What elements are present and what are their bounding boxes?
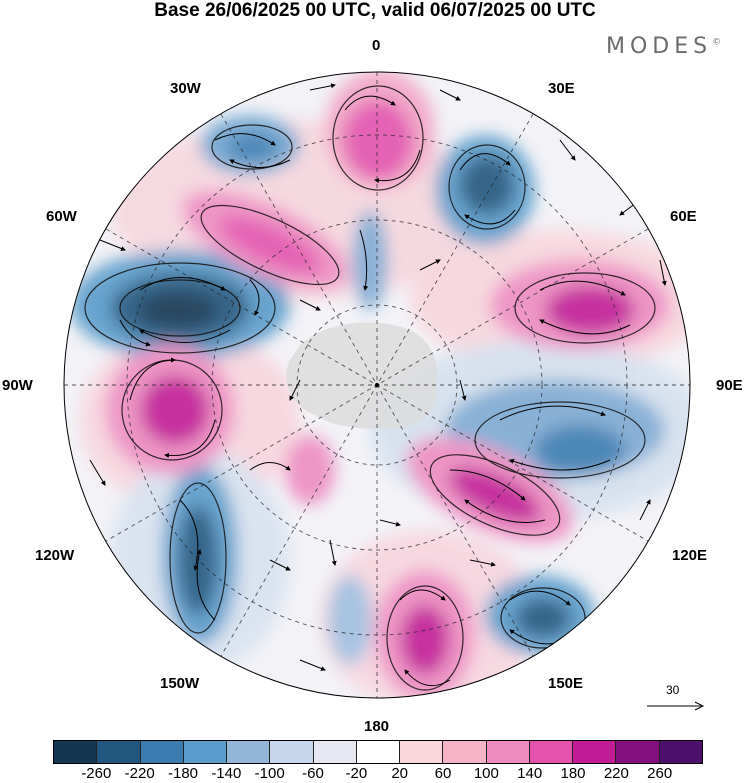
lon-label-90e: 90E xyxy=(716,377,743,394)
colorbar-swatch xyxy=(616,741,660,763)
colorbar xyxy=(53,740,703,764)
colorbar-swatch xyxy=(356,741,401,763)
colorbar-tick-label: 20 xyxy=(391,765,408,782)
colorbar-swatch xyxy=(313,741,357,763)
colorbar-swatch xyxy=(400,741,444,763)
colorbar-swatch xyxy=(140,741,184,763)
lon-label-120e: 120E xyxy=(672,547,708,564)
lon-label-60w: 60W xyxy=(46,208,77,225)
colorbar-tick-label: 220 xyxy=(603,765,629,782)
lon-label-60e: 60E xyxy=(670,208,697,225)
colorbar-tick-label: 60 xyxy=(434,765,452,782)
lon-label-150e: 150E xyxy=(548,675,584,692)
colorbar-swatch xyxy=(54,741,98,763)
polar-map xyxy=(63,71,691,699)
brand-logo: MODES© xyxy=(606,34,721,59)
colorbar-tick-label: -220 xyxy=(124,765,155,782)
lon-label-0: 0 xyxy=(372,37,381,54)
colorbar-tick-label: -180 xyxy=(167,765,199,782)
lon-label-150w: 150W xyxy=(160,675,200,692)
colorbar-swatch xyxy=(183,741,228,763)
colorbar-tick-label: 100 xyxy=(473,765,499,782)
lon-label-120w: 120W xyxy=(35,547,75,564)
colorbar-swatch xyxy=(573,741,617,763)
colorbar-tick-label: -140 xyxy=(211,765,242,782)
colorbar-ticks: -260 -220 -180 -140 -100 -60 -20 20 60 100 140 180 2… xyxy=(53,764,703,783)
colorbar-swatch xyxy=(443,741,487,763)
colorbar-swatch xyxy=(486,741,530,763)
brand-text: MODES xyxy=(606,34,713,59)
colorbar-tick-label: -60 xyxy=(302,765,324,782)
lon-label-30w: 30W xyxy=(170,80,201,97)
colorbar-swatch xyxy=(659,741,702,763)
colorbar-swatch xyxy=(270,741,314,763)
colorbar-swatch xyxy=(227,741,271,763)
lon-label-30e: 30E xyxy=(548,80,575,97)
brand-mark: © xyxy=(712,37,722,48)
colorbar-tick-label: 140 xyxy=(517,765,543,782)
vector-scale-arrow xyxy=(647,701,705,711)
colorbar-tick-label: 180 xyxy=(560,765,586,782)
vector-scale-label: 30 xyxy=(666,683,680,697)
lon-label-90w: 90W xyxy=(2,377,33,394)
colorbar-tick-label: 260 xyxy=(647,765,673,782)
colorbar-swatch xyxy=(97,741,141,763)
chart-title: Base 26/06/2025 00 UTC, valid 06/07/2025… xyxy=(154,0,596,21)
colorbar-tick-label: -260 xyxy=(81,765,112,782)
colorbar-tick-label: -100 xyxy=(254,765,285,782)
lon-label-180: 180 xyxy=(364,718,390,735)
colorbar-swatch xyxy=(529,741,574,763)
colorbar-tick-label: -20 xyxy=(345,765,368,782)
